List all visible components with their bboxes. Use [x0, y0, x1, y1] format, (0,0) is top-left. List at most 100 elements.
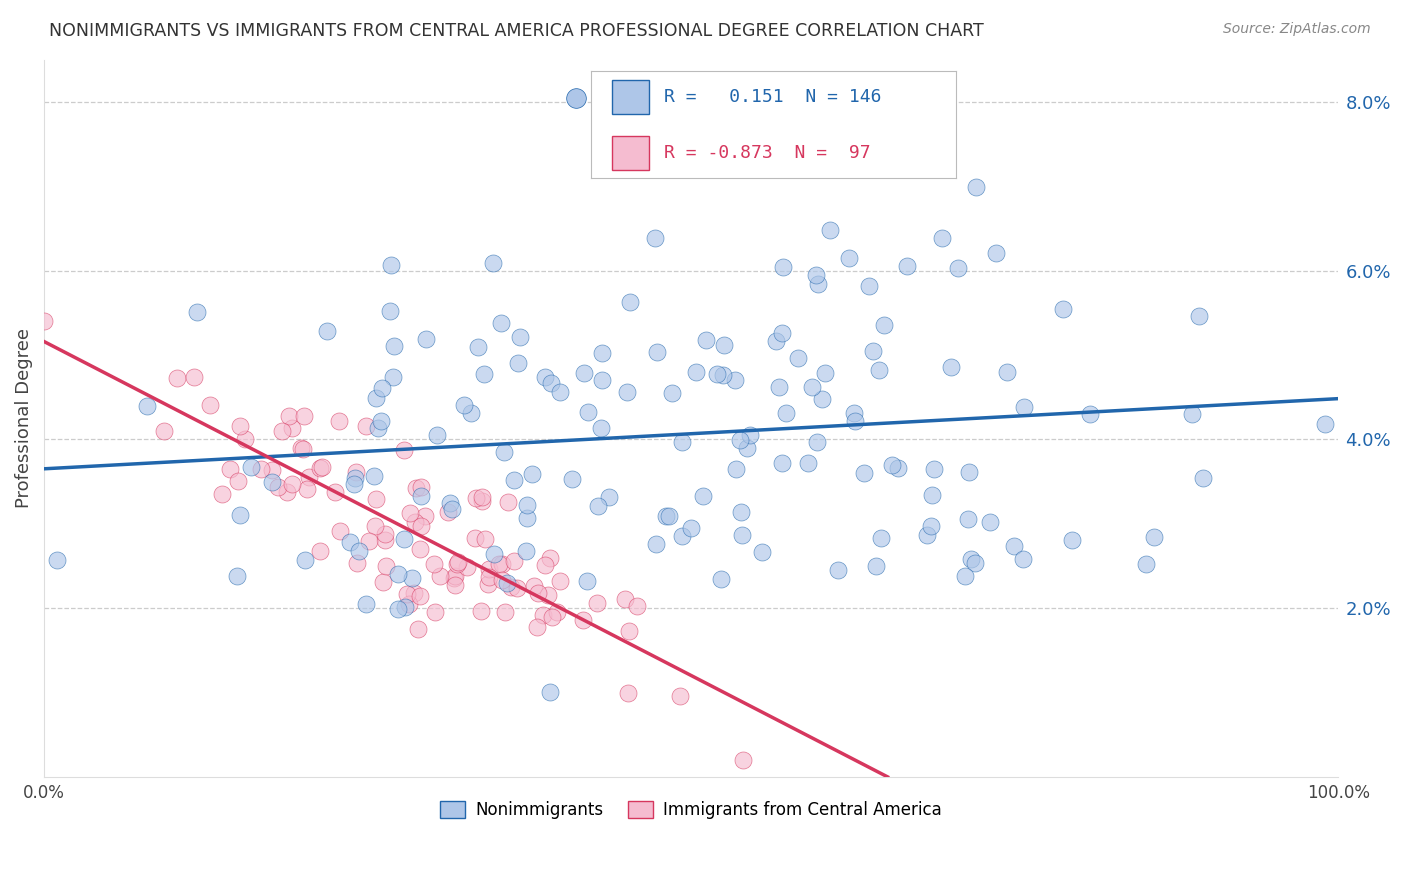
Point [499, 580, 522, 594]
Point [186, 305, 208, 319]
Point [329, 524, 352, 538]
Point [491, 557, 513, 571]
Point [671, 529, 693, 543]
Point [311, 459, 333, 474]
Point [801, 379, 824, 393]
Point [534, 369, 557, 384]
Point [922, 461, 945, 475]
Point [1062, 533, 1084, 548]
Point [371, 381, 394, 395]
Point [931, 231, 953, 245]
Point [965, 180, 987, 194]
Point [344, 471, 367, 485]
Point [32, 314, 55, 328]
Point [873, 318, 896, 332]
Point [456, 559, 478, 574]
Point [533, 558, 555, 573]
Point [292, 409, 315, 424]
Point [309, 461, 332, 475]
Point [415, 332, 437, 346]
Point [494, 606, 516, 620]
Point [546, 605, 568, 619]
Point [617, 686, 640, 700]
Point [591, 346, 613, 360]
Point [396, 587, 419, 601]
Point [713, 338, 735, 352]
Point [229, 418, 252, 433]
FancyBboxPatch shape [613, 80, 650, 114]
Point [827, 563, 849, 577]
Point [503, 554, 526, 568]
Point [1002, 539, 1025, 553]
Point [382, 339, 405, 353]
Point [598, 490, 620, 504]
Point [711, 120, 734, 134]
Point [560, 472, 582, 486]
Point [711, 368, 734, 382]
Point [614, 592, 637, 607]
Point [398, 597, 420, 611]
Point [267, 480, 290, 494]
Point [724, 462, 747, 476]
Point [953, 569, 976, 583]
Point [240, 459, 263, 474]
Point [198, 398, 221, 412]
Point [405, 481, 427, 495]
Point [804, 268, 827, 283]
Point [658, 508, 681, 523]
Point [655, 509, 678, 524]
Point [645, 537, 668, 551]
Text: NONIMMIGRANTS VS IMMIGRANTS FROM CENTRAL AMERICA PROFESSIONAL DEGREE CORRELATION: NONIMMIGRANTS VS IMMIGRANTS FROM CENTRAL… [49, 22, 984, 40]
Legend: Nonimmigrants, Immigrants from Central America: Nonimmigrants, Immigrants from Central A… [433, 795, 949, 826]
Point [444, 577, 467, 591]
Point [616, 384, 638, 399]
Point [292, 442, 315, 456]
Point [394, 599, 416, 614]
Point [768, 379, 790, 393]
Point [370, 414, 392, 428]
Point [166, 371, 188, 385]
Point [364, 392, 387, 406]
Point [422, 558, 444, 572]
Point [298, 470, 321, 484]
Point [135, 400, 157, 414]
Point [472, 368, 495, 382]
Point [844, 414, 866, 428]
Point [387, 601, 409, 615]
Point [995, 365, 1018, 379]
Point [917, 527, 939, 541]
Point [404, 586, 426, 600]
Point [398, 506, 420, 520]
Point [478, 562, 501, 576]
Point [853, 466, 876, 480]
Point [46, 553, 69, 567]
Point [671, 434, 693, 449]
Point [470, 604, 492, 618]
Point [724, 374, 747, 388]
Point [413, 509, 436, 524]
Point [515, 544, 537, 558]
Point [491, 573, 513, 587]
Point [478, 569, 501, 583]
Point [446, 557, 468, 571]
Point [645, 345, 668, 359]
Point [489, 316, 512, 330]
Point [516, 511, 538, 525]
Point [1135, 557, 1157, 571]
Point [541, 610, 564, 624]
Point [797, 456, 820, 470]
Point [346, 556, 368, 570]
Point [323, 485, 346, 500]
Point [765, 334, 787, 348]
Point [735, 441, 758, 455]
Point [842, 405, 865, 419]
Point [409, 519, 432, 533]
Point [411, 480, 433, 494]
Point [540, 376, 562, 391]
Point [374, 559, 396, 574]
Point [228, 508, 250, 522]
Point [619, 295, 641, 310]
Point [380, 304, 402, 318]
Point [1078, 407, 1101, 421]
FancyBboxPatch shape [613, 136, 650, 169]
